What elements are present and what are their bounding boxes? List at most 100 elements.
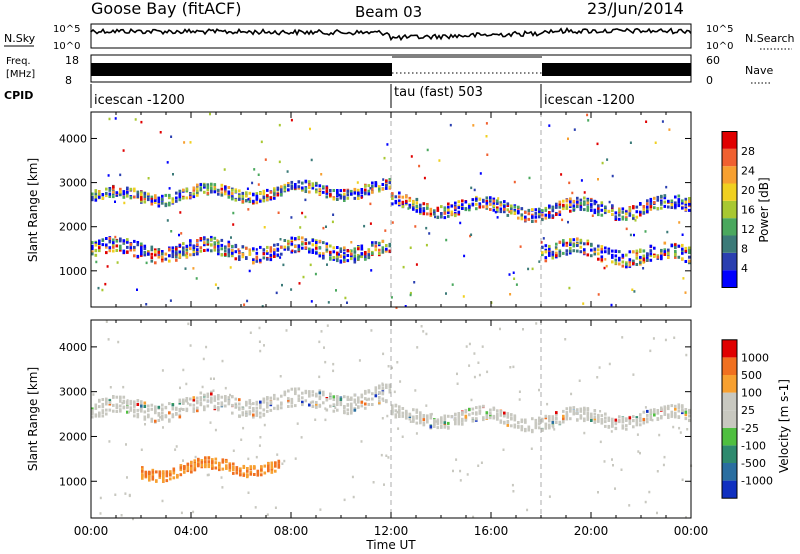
data-cell — [397, 427, 400, 430]
data-cell — [618, 262, 621, 266]
data-cell — [558, 200, 562, 204]
data-cell — [193, 462, 197, 466]
data-cell — [232, 471, 235, 475]
data-cell — [646, 208, 649, 212]
x-axis-label: Time UT — [365, 538, 416, 552]
data-cell — [419, 411, 422, 415]
data-cell — [544, 414, 548, 418]
data-cell — [635, 249, 639, 253]
data-cell — [579, 198, 583, 202]
data-cell — [196, 183, 199, 187]
data-cell — [346, 189, 350, 193]
data-cell — [259, 191, 262, 195]
cpid-segment-2: tau (fast) 503 — [394, 85, 483, 100]
data-cell — [419, 207, 422, 211]
data-cell — [378, 396, 381, 399]
data-cell — [176, 473, 179, 477]
data-cell — [360, 188, 364, 191]
data-cell — [339, 247, 343, 251]
data-cell — [133, 239, 136, 243]
data-cell — [378, 187, 381, 191]
data-cell — [150, 245, 154, 249]
data-cell — [217, 192, 220, 196]
colorbar-swatch — [722, 445, 737, 463]
data-cell — [287, 405, 290, 408]
data-cell — [681, 411, 684, 415]
data-cell — [569, 243, 572, 246]
data-cell — [360, 191, 364, 195]
data-cell — [116, 261, 119, 264]
data-cell — [461, 207, 464, 210]
data-cell — [216, 239, 219, 242]
data-cell — [572, 206, 576, 209]
data-cell — [136, 399, 140, 402]
data-cell — [183, 467, 186, 471]
data-cell — [350, 252, 353, 256]
data-cell — [179, 464, 183, 468]
data-cell — [646, 420, 649, 424]
data-cell — [453, 418, 456, 421]
data-cell — [343, 405, 346, 408]
data-cell — [405, 409, 408, 413]
data-cell — [185, 252, 189, 256]
data-cell — [298, 282, 301, 285]
data-cell — [210, 400, 213, 404]
data-cell — [136, 243, 140, 247]
data-cell — [94, 248, 98, 252]
data-cell — [165, 474, 169, 478]
data-cell — [586, 242, 590, 246]
data-cell — [684, 413, 688, 417]
data-cell — [171, 252, 175, 256]
data-cell — [611, 174, 614, 178]
data-cell — [266, 188, 269, 192]
data-cell — [674, 411, 677, 415]
data-cell — [248, 251, 252, 255]
data-cell — [461, 419, 464, 423]
data-cell — [670, 203, 674, 207]
data-cell — [97, 286, 100, 290]
data-cell — [541, 253, 544, 257]
data-cell — [367, 192, 371, 196]
data-cell — [247, 208, 250, 211]
data-cell — [255, 406, 259, 410]
data-cell — [277, 463, 281, 467]
data-cell — [336, 408, 339, 412]
data-cell — [273, 188, 276, 192]
data-cell — [464, 409, 468, 412]
x-tick-labels: 00:00 04:00 08:00 12:00 16:00 20:00 00:00 — [74, 524, 709, 538]
data-cell — [192, 253, 196, 257]
data-cell — [315, 403, 318, 407]
data-cell — [129, 246, 133, 250]
data-cell — [234, 404, 238, 408]
data-cell — [447, 421, 450, 425]
data-cell — [168, 193, 171, 197]
data-cell — [503, 421, 506, 425]
data-cell — [133, 414, 136, 418]
data-cell — [172, 471, 176, 475]
data-cell — [489, 199, 492, 203]
data-cell — [203, 237, 206, 241]
data-cell — [343, 199, 346, 202]
data-cell — [429, 212, 433, 216]
data-cell — [408, 417, 412, 421]
data-cell — [224, 404, 227, 408]
data-cell — [597, 491, 599, 494]
data-cell — [168, 203, 171, 207]
velocity-x-ticks — [90, 320, 692, 518]
data-cell — [450, 212, 454, 216]
data-cell — [579, 414, 583, 418]
data-cell — [593, 418, 597, 422]
data-cell — [193, 468, 197, 472]
data-cell — [180, 407, 183, 411]
data-cell — [315, 401, 318, 404]
data-cell — [213, 248, 217, 252]
data-cell — [206, 392, 210, 396]
data-cell — [304, 238, 308, 242]
nsearch-label: N.Search — [745, 32, 795, 45]
data-cell — [548, 425, 551, 429]
data-cell — [91, 412, 94, 416]
data-cell — [367, 397, 371, 401]
data-cell — [391, 366, 393, 370]
data-cell — [162, 475, 165, 479]
data-cell — [538, 207, 541, 211]
